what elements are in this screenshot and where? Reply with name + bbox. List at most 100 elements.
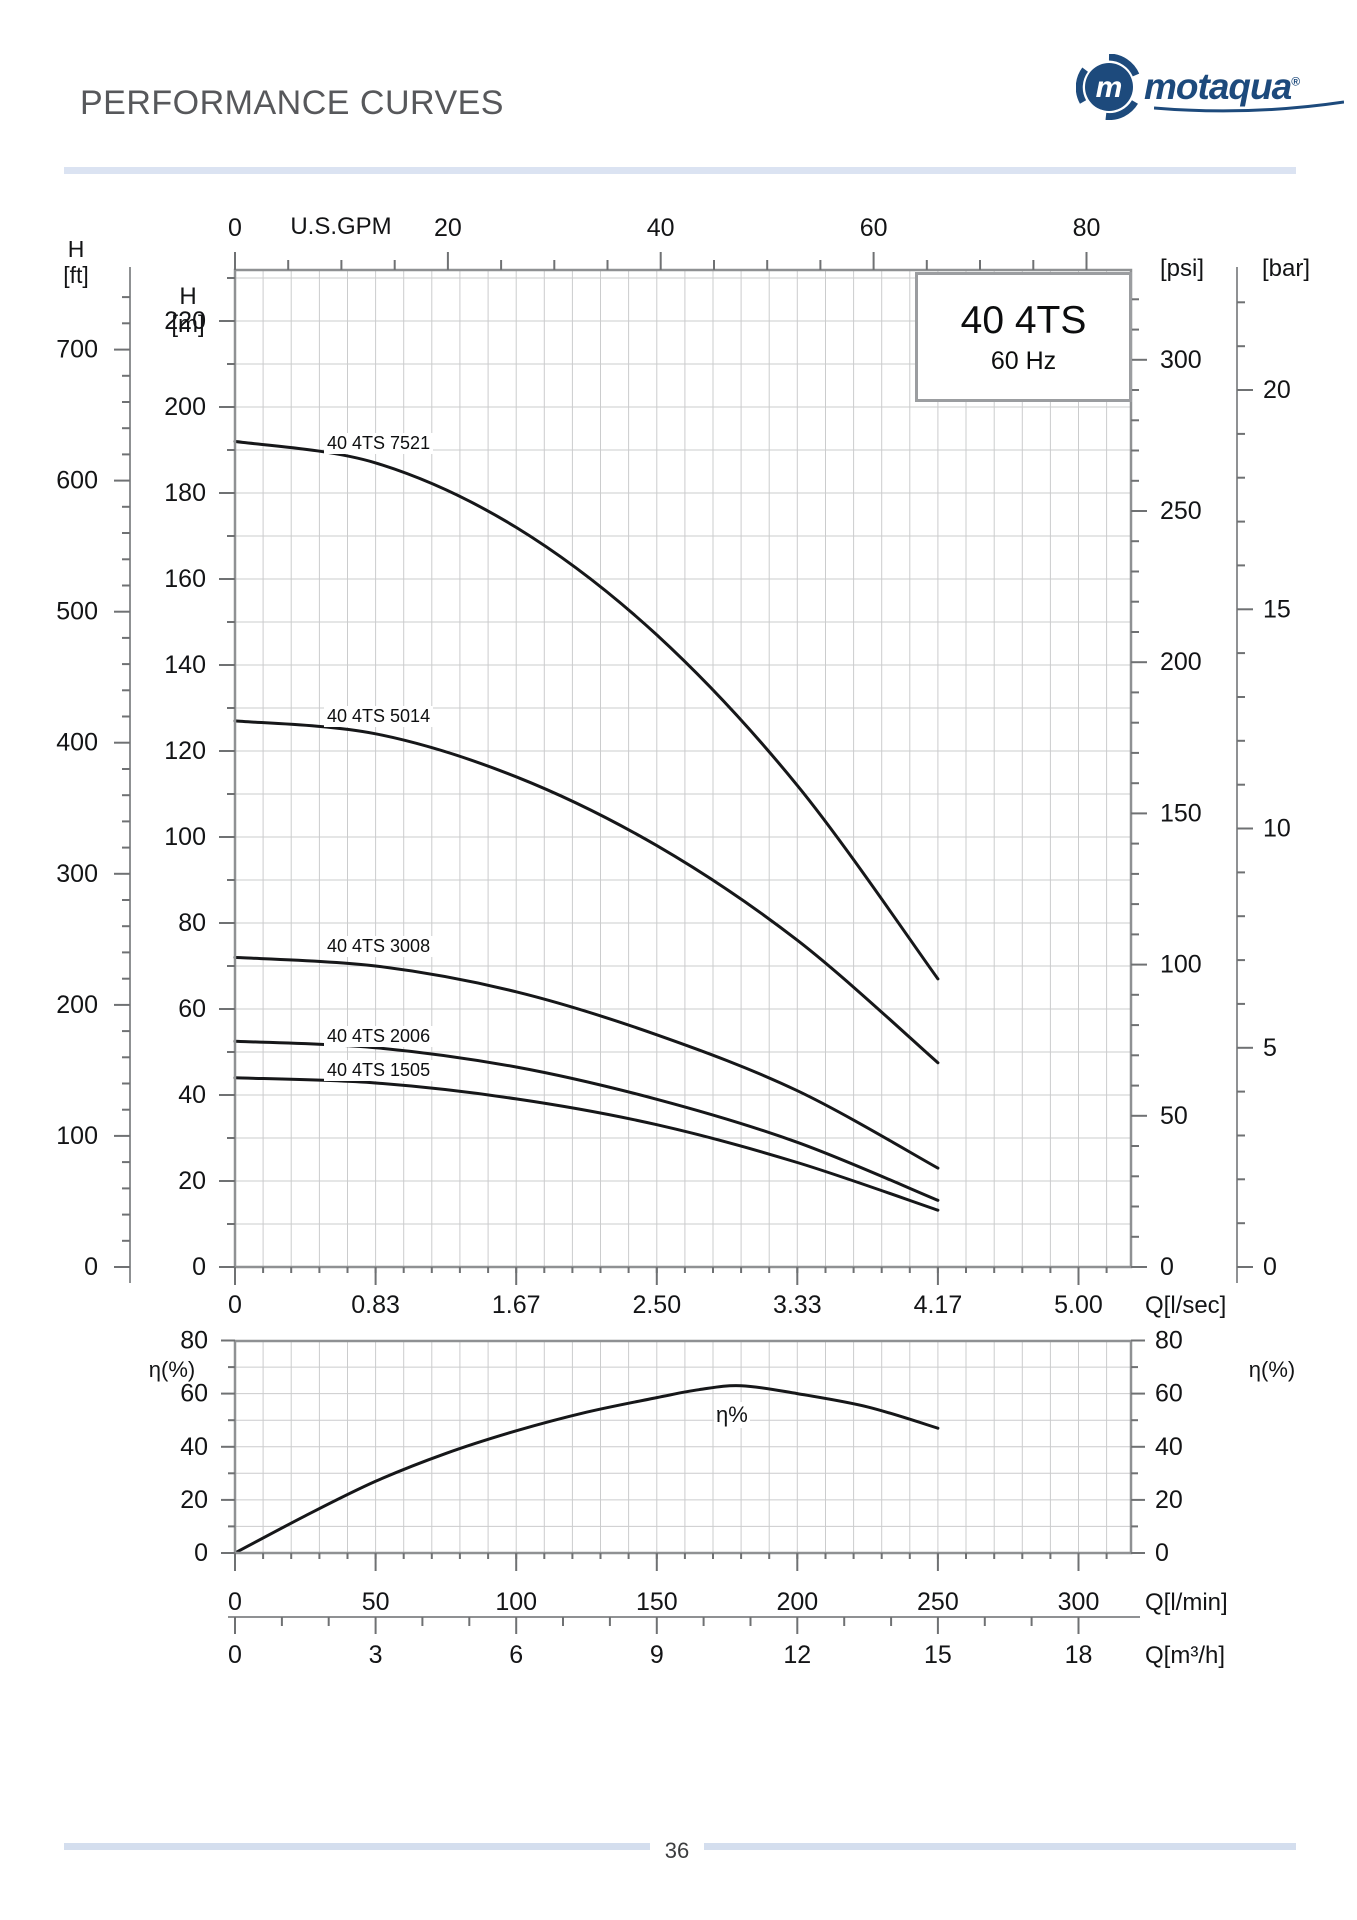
m-tick-label: 120 (164, 737, 206, 765)
eta-tick-label-right: 80 (1155, 1327, 1183, 1355)
lsec-tick-label: 5.00 (1054, 1291, 1103, 1319)
gpm-tick-label: 80 (1073, 214, 1101, 242)
bar-tick-label: 20 (1263, 376, 1291, 404)
ft-tick-label: 700 (56, 336, 98, 364)
curve-label-1505: 40 4TS 1505 (324, 1060, 434, 1081)
bar-tick-label: 0 (1263, 1253, 1277, 1281)
psi-tick-label: 300 (1160, 346, 1202, 374)
lsec-tick-label: 3.33 (773, 1291, 822, 1319)
ft-axis-symbol: H (67, 236, 85, 262)
page-title: PERFORMANCE CURVES (80, 84, 504, 122)
lsec-axis-label: Q[l/sec] (1145, 1292, 1227, 1319)
lmin-tick-label: 150 (636, 1588, 678, 1616)
eta-tick-label-left: 60 (180, 1380, 208, 1408)
curve-label-5014: 40 4TS 5014 (324, 706, 434, 727)
eta-axis-label-right: η(%) (1248, 1357, 1296, 1382)
eta-axis-label-left: η(%) (148, 1357, 196, 1382)
m3h-tick-label: 15 (924, 1641, 952, 1669)
m-tick-label: 0 (192, 1253, 206, 1281)
head-curve-40-4TS-3008 (233, 955, 940, 1170)
bar-tick-label: 15 (1263, 595, 1291, 623)
lmin-tick-label: 200 (776, 1588, 818, 1616)
ft-tick-label: 200 (56, 991, 98, 1019)
page-number: 36 (664, 1838, 690, 1863)
psi-tick-label: 150 (1160, 799, 1202, 827)
ft-tick-label: 100 (56, 1122, 98, 1150)
lmin-tick-label: 100 (495, 1588, 537, 1616)
footer-rule-left (64, 1843, 650, 1850)
m-tick-label: 180 (164, 479, 206, 507)
psi-tick-label: 100 (1160, 951, 1202, 979)
m3h-tick-label: 3 (369, 1641, 383, 1669)
lsec-tick-label: 0 (228, 1291, 242, 1319)
logo-swoosh (1154, 100, 1344, 113)
footer-rule-right (704, 1843, 1296, 1850)
gpm-tick-label: 60 (860, 214, 888, 242)
m3h-tick-label: 9 (650, 1641, 664, 1669)
eta-curve-label: η% (714, 1402, 750, 1428)
head-curve-40-4TS-1505 (233, 1076, 940, 1212)
svg-text:m: m (1096, 71, 1123, 104)
eta-tick-label-right: 0 (1155, 1539, 1169, 1567)
m-axis-symbol: H (179, 283, 197, 310)
m3h-tick-label: 18 (1065, 1641, 1093, 1669)
gpm-tick-label: 20 (434, 214, 462, 242)
psi-tick-label: 200 (1160, 648, 1202, 676)
eta-tick-label-right: 20 (1155, 1486, 1183, 1514)
m-tick-label: 140 (164, 651, 206, 679)
m-axis-unit: [m] (171, 310, 205, 338)
brand-logo: m motaqua® (1076, 52, 1344, 122)
m-axis-header: H [m] (162, 283, 214, 338)
ft-tick-label: 0 (84, 1253, 98, 1281)
m3h-tick-label: 0 (228, 1641, 242, 1669)
eta-tick-label-right: 40 (1155, 1433, 1183, 1461)
gpm-tick-label: 40 (647, 214, 675, 242)
m-tick-label: 20 (178, 1167, 206, 1195)
ft-tick-label: 400 (56, 729, 98, 757)
gpm-tick-label: 0 (228, 214, 242, 242)
bar-tick-label: 5 (1263, 1034, 1277, 1062)
registered-mark: ® (1291, 74, 1300, 89)
m3h-tick-label: 12 (783, 1641, 811, 1669)
m-tick-label: 60 (178, 995, 206, 1023)
m3h-tick-label: 6 (509, 1641, 523, 1669)
header-rule (64, 167, 1296, 174)
m-tick-label: 100 (164, 823, 206, 851)
lmin-tick-label: 250 (917, 1588, 959, 1616)
model-box: 40 4TS 60 Hz (915, 272, 1132, 402)
psi-tick-label: 50 (1160, 1102, 1188, 1130)
lsec-tick-label: 0.83 (351, 1291, 400, 1319)
m-tick-label: 220 (164, 307, 206, 335)
lsec-tick-label: 1.67 (492, 1291, 541, 1319)
eta-tick-label-right: 60 (1155, 1380, 1183, 1408)
head-curve-40-4TS-7521 (233, 439, 940, 981)
head-curve-40-4TS-5014 (233, 719, 940, 1065)
curve-label-7521: 40 4TS 7521 (324, 433, 434, 454)
ft-axis-unit: [ft] (63, 262, 89, 289)
ft-axis-header: H [ft] (50, 236, 102, 289)
ft-tick-label: 500 (56, 598, 98, 626)
m-tick-label: 160 (164, 565, 206, 593)
m-tick-label: 40 (178, 1081, 206, 1109)
eta-tick-label-left: 40 (180, 1433, 208, 1461)
lsec-tick-label: 2.50 (632, 1291, 681, 1319)
eta-tick-label-left: 80 (180, 1327, 208, 1355)
ft-tick-label: 600 (56, 467, 98, 495)
lmin-tick-label: 50 (362, 1588, 390, 1616)
bar-axis-label: [bar] (1261, 255, 1311, 282)
psi-tick-label: 0 (1160, 1253, 1174, 1281)
m3h-axis-label: Q[m³/h] (1145, 1642, 1226, 1669)
psi-tick-label: 250 (1160, 497, 1202, 525)
curve-label-2006: 40 4TS 2006 (324, 1026, 434, 1047)
motaqua-swirl-icon: m (1076, 54, 1140, 120)
psi-axis-label: [psi] (1159, 255, 1204, 282)
curve-label-3008: 40 4TS 3008 (324, 936, 434, 957)
lmin-axis-label: Q[l/min] (1145, 1589, 1228, 1616)
brand-name: motaqua® (1144, 66, 1344, 113)
ft-tick-label: 300 (56, 860, 98, 888)
eta-tick-label-left: 20 (180, 1486, 208, 1514)
lmin-tick-label: 300 (1058, 1588, 1100, 1616)
lsec-tick-label: 4.17 (914, 1291, 963, 1319)
